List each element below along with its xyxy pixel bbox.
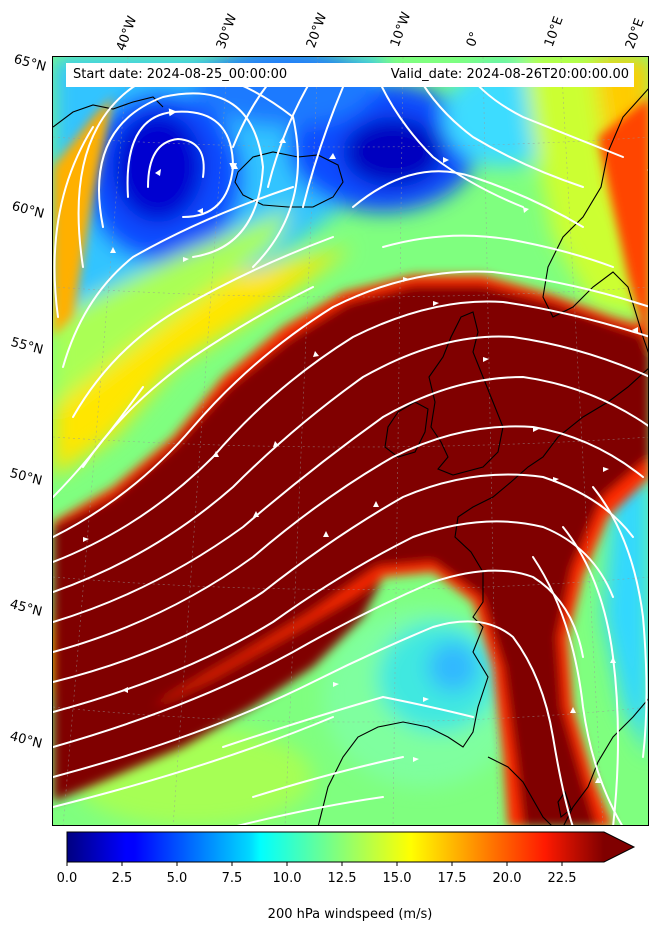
colorbar-tick: 10.0 [272,871,302,886]
streamlines [53,66,648,825]
date-header: Start date: 2024-08-25_00:00:00 Valid_da… [66,63,634,87]
valid-date-label: Valid_date: 2024-08-26T20:00:00.00 [390,67,629,82]
colorbar-title: 200 hPa windspeed (m/s) [267,907,433,922]
start-date-label: Start date: 2024-08-25_00:00:00 [73,67,288,82]
colorbar-tick: 12.5 [327,871,357,886]
colorbar-tick: 20.0 [492,871,522,886]
colorbar-gradient [67,832,604,862]
colorbar-tick: 0.0 [56,871,78,886]
colorbar-tick: 22.5 [547,871,577,886]
windspeed-map [53,57,648,825]
windspeed-field [53,57,648,825]
colorbar-tick: 7.5 [221,871,243,886]
colorbar-tick: 17.5 [437,871,467,886]
map-panel [52,56,649,826]
coastlines [53,88,648,825]
colorbar-tick: 5.0 [166,871,188,886]
streamline-arrows [83,137,648,783]
colorbar-tick: 15.0 [382,871,412,886]
colorbar-extend-arrow [604,832,634,862]
colorbar-tick: 2.5 [111,871,133,886]
